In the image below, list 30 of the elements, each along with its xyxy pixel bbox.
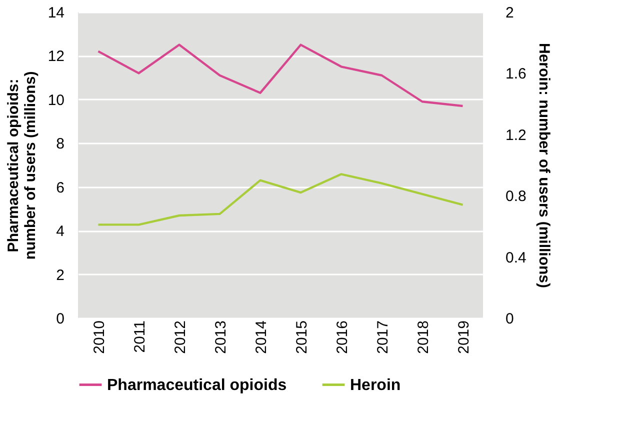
y-tick-label: 2 xyxy=(56,266,64,284)
y2-tick-label: 0.4 xyxy=(506,249,526,266)
y-axis-title: Pharmaceutical opioids: number of users (millions) xyxy=(4,71,39,260)
x-tick-label: 2018 xyxy=(414,320,432,354)
x-tick-label: 2014 xyxy=(252,320,270,354)
x-tick-label: 2017 xyxy=(374,320,392,354)
y-tick-label: 8 xyxy=(56,136,64,153)
y-tick-label: 4 xyxy=(56,223,64,240)
x-tick-label: 2016 xyxy=(334,320,351,354)
y-tick-label: 10 xyxy=(48,92,64,109)
x-tick-label: 2011 xyxy=(131,320,148,353)
y2-tick-label: 1.6 xyxy=(506,66,526,83)
y2-tick-label: 2 xyxy=(506,4,514,22)
y2-tick-label: 0.8 xyxy=(506,188,526,206)
x-tick-label: 2015 xyxy=(293,320,310,354)
legend-label: Pharmaceutical opioids xyxy=(107,376,287,394)
y2-axis-title: Heroin: number of users (millions) xyxy=(535,42,552,288)
y-tick-label: 6 xyxy=(56,179,64,196)
line-series xyxy=(97,44,464,108)
y2-tick-label: 0 xyxy=(506,310,514,328)
x-tick-label: 2019 xyxy=(455,320,472,354)
y-tick-label: 0 xyxy=(56,310,64,328)
x-tick-label: 2010 xyxy=(90,320,108,354)
y2-tick-label: 1.2 xyxy=(506,126,526,144)
y-tick-label: 12 xyxy=(48,48,64,66)
legend-label: Heroin xyxy=(350,376,401,394)
line-series xyxy=(97,173,464,226)
x-tick-label: 2013 xyxy=(212,320,230,354)
x-tick-label: 2012 xyxy=(172,320,189,354)
y-tick-label: 14 xyxy=(48,4,64,22)
